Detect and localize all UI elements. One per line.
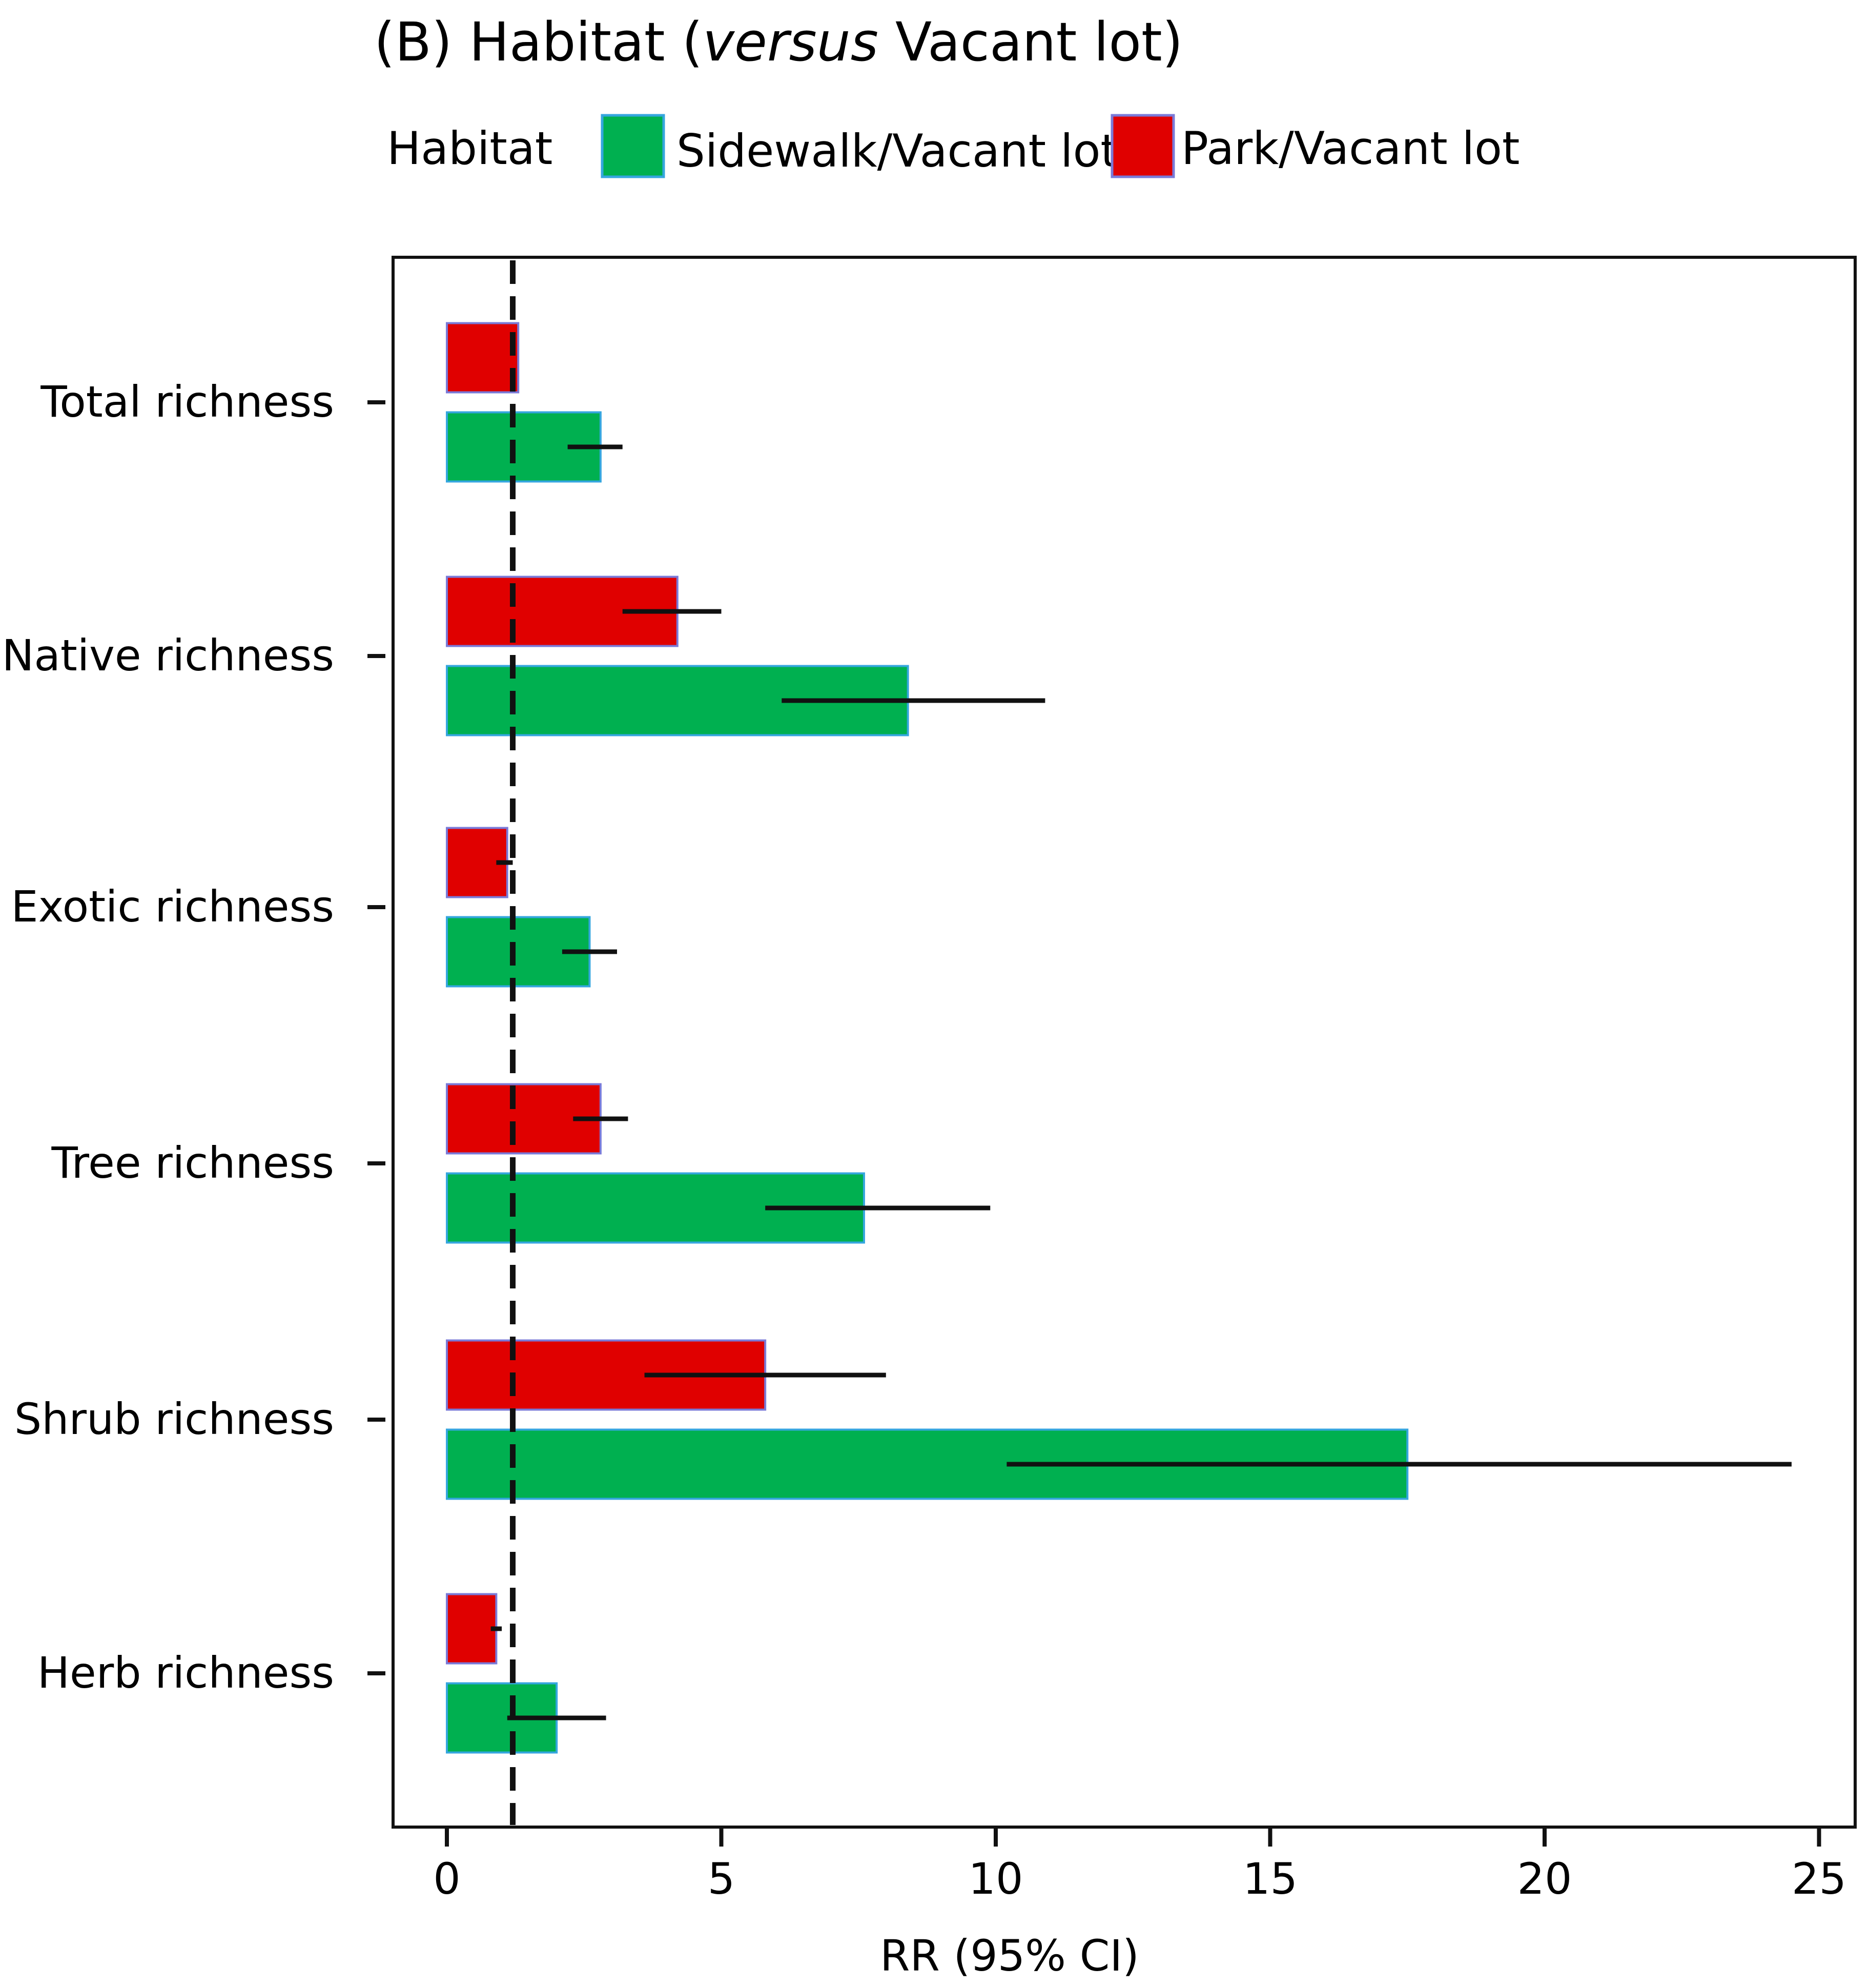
y-tick-label-native-richness: Native richness [2,630,334,681]
x-tick-label-25: 25 [1792,1854,1846,1904]
chart-title: (B) Habitat (versus Vacant lot) [374,11,1183,73]
plot-area [392,256,1857,1829]
legend-swatch-park [1111,114,1175,178]
x-tick-label-15: 15 [1243,1854,1298,1904]
legend-swatch-sidewalk [601,114,665,178]
bars [446,322,1409,1754]
bar-park-herb-richness [446,1593,498,1665]
x-tick-label-0: 0 [433,1854,460,1904]
error-bars [490,444,1792,1720]
x-tick-label-20: 20 [1517,1854,1572,1904]
y-axis: Total richness Native richness Exotic rich… [2,377,385,1698]
legend-label-park: Park/Vacant lot [1181,122,1519,175]
legend: Habitat Sidewalk/Vacant lot Park/Vacant … [387,114,1519,178]
x-tick-label-10: 10 [969,1854,1023,1904]
x-tick-label-5: 5 [708,1854,735,1904]
bar-park-total-richness [446,322,520,394]
y-tick-label-shrub-richness: Shrub richness [14,1394,334,1444]
y-tick-label-exotic-richness: Exotic richness [11,882,335,932]
legend-label-sidewalk: Sidewalk/Vacant lot [676,125,1118,177]
legend-title: Habitat [387,122,552,175]
y-tick-label-total-richness: Total richness [40,377,334,427]
y-tick-label-herb-richness: Herb richness [37,1648,334,1698]
x-axis-title: RR (95% CI) [880,1931,1139,1981]
y-tick-label-tree-richness: Tree richness [51,1138,334,1188]
x-axis: 0 5 10 15 20 25 [433,1827,1846,1904]
